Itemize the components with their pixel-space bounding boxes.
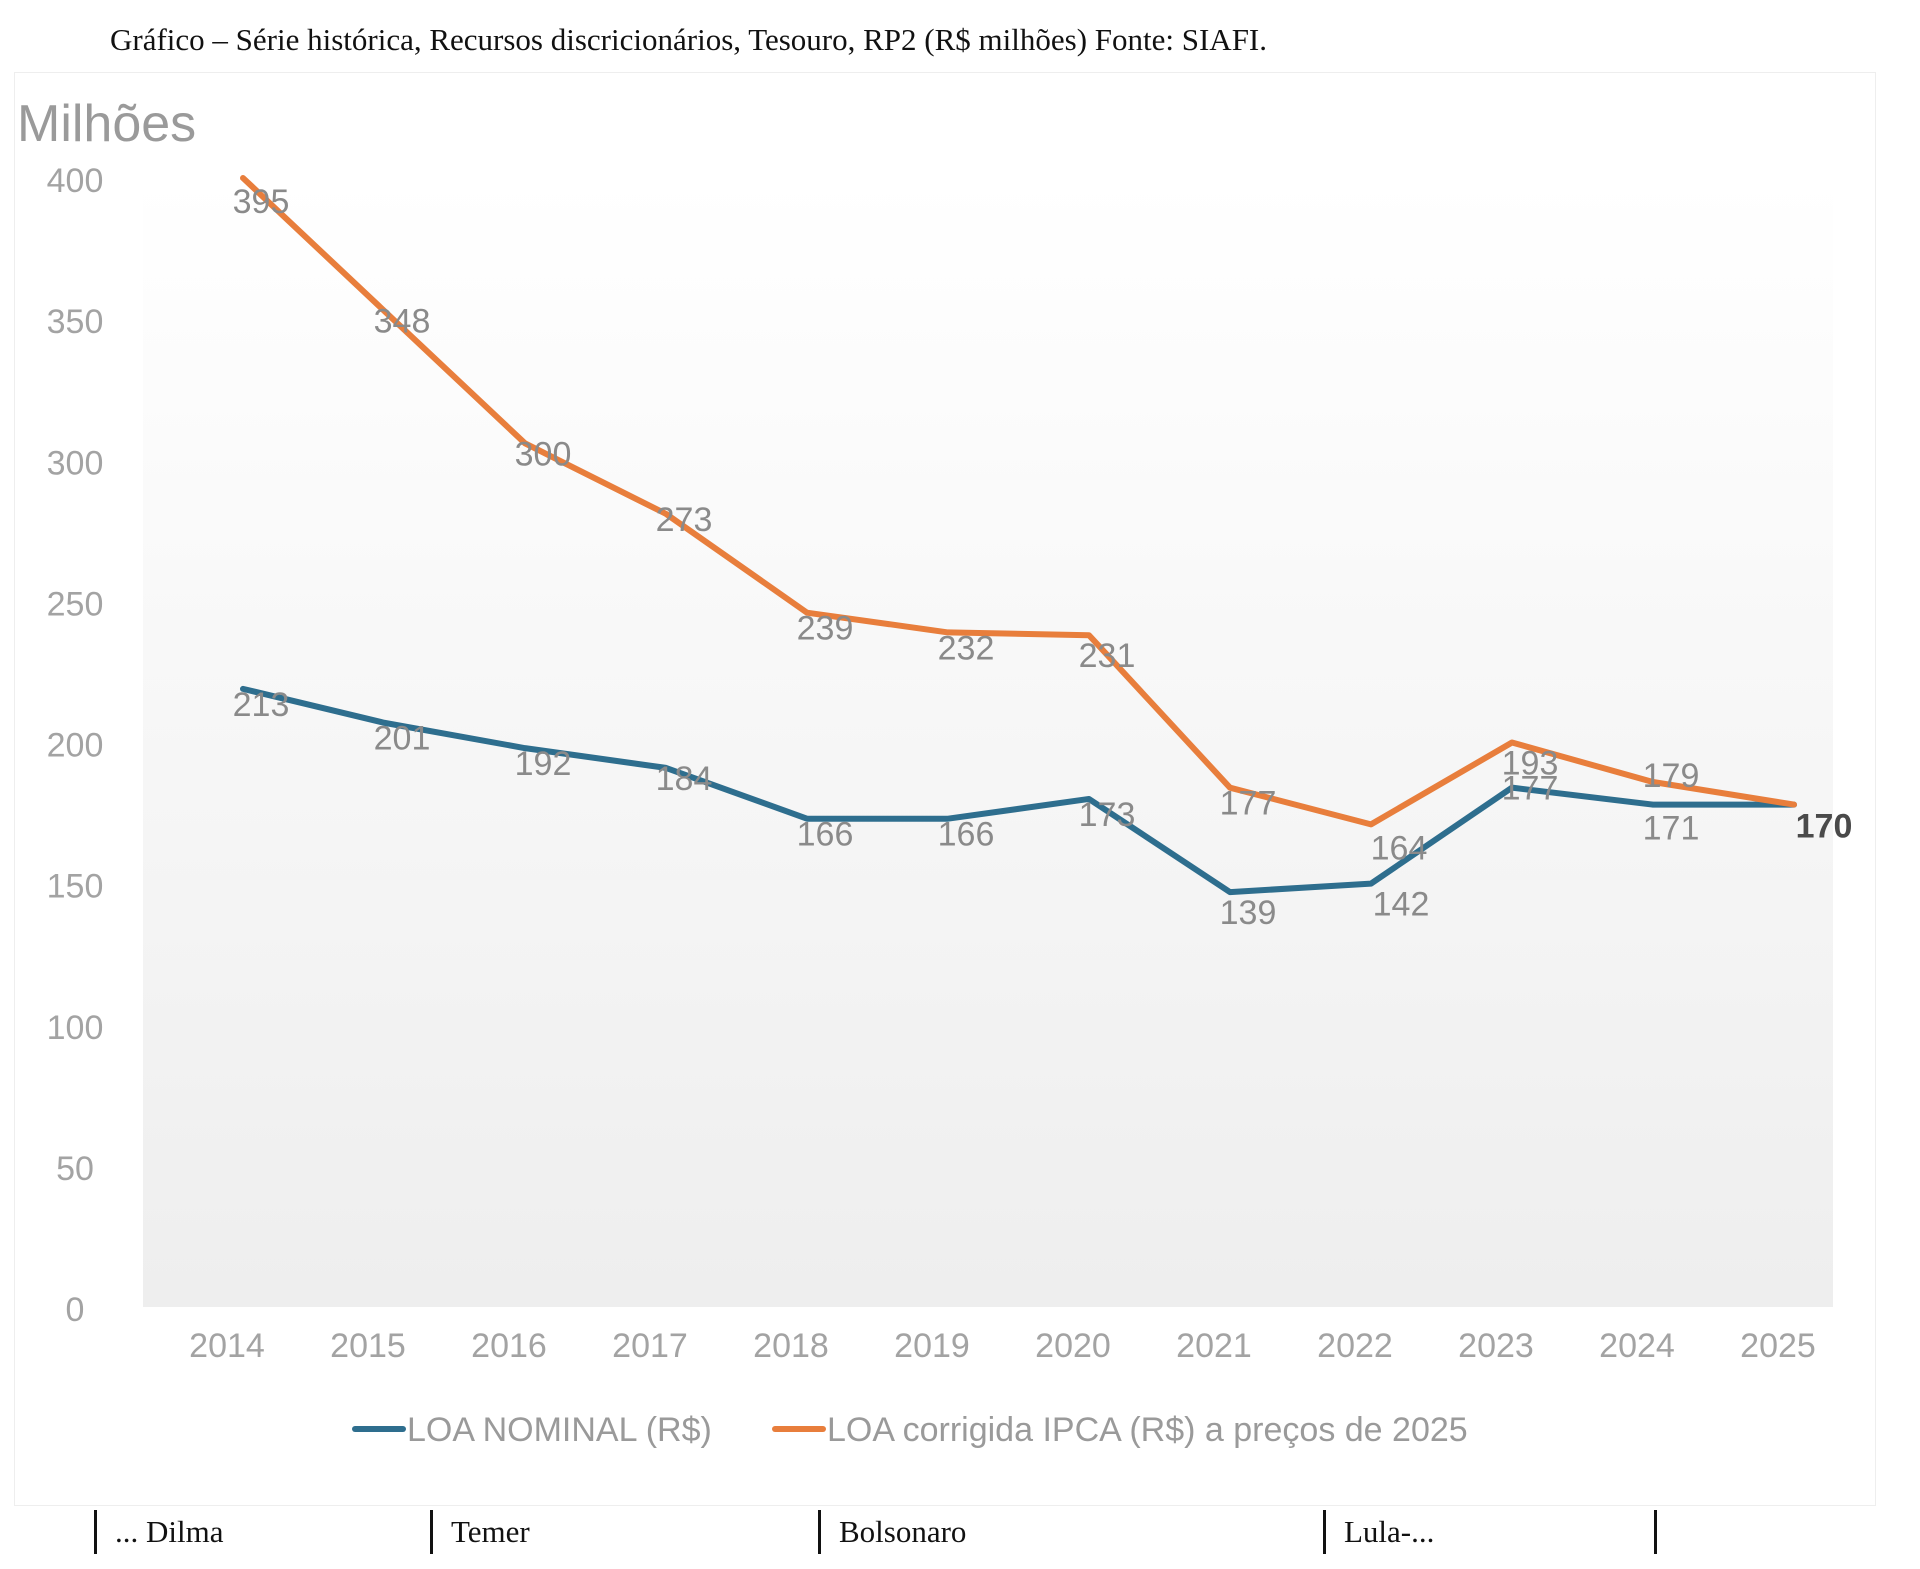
period-label: Temer bbox=[451, 1514, 530, 1549]
data-label: 300 bbox=[515, 435, 572, 473]
period-bolsonaro: Bolsonaro bbox=[818, 1510, 966, 1554]
y-tick-label: 100 bbox=[47, 1009, 104, 1047]
data-label: 232 bbox=[938, 629, 995, 667]
data-label: 139 bbox=[1220, 894, 1277, 932]
plot-background bbox=[143, 178, 1833, 1307]
data-label: 164 bbox=[1371, 829, 1428, 867]
legend-label: LOA NOMINAL (R$) bbox=[407, 1411, 712, 1449]
data-label: 170 bbox=[1796, 808, 1853, 846]
x-tick-label: 2024 bbox=[1599, 1327, 1675, 1365]
x-tick-label: 2022 bbox=[1317, 1327, 1393, 1365]
data-label: 173 bbox=[1079, 796, 1136, 834]
period-divider bbox=[430, 1510, 433, 1554]
period-end-divider bbox=[1654, 1510, 1657, 1554]
data-label: 193 bbox=[1502, 745, 1559, 783]
data-label: 231 bbox=[1079, 637, 1136, 675]
y-tick-label: 200 bbox=[47, 727, 104, 765]
period-label: Lula-... bbox=[1344, 1514, 1435, 1549]
data-label: 179 bbox=[1643, 757, 1700, 795]
y-tick-label: 400 bbox=[47, 162, 104, 200]
period-temer: Temer bbox=[430, 1510, 530, 1554]
period-dilma: ... Dilma bbox=[94, 1510, 224, 1554]
y-axis-label: Milhões bbox=[17, 95, 196, 153]
data-label: 395 bbox=[233, 183, 290, 221]
data-label: 201 bbox=[374, 720, 431, 758]
data-label: 177 bbox=[1220, 785, 1277, 823]
x-tick-label: 2025 bbox=[1740, 1327, 1816, 1365]
y-tick-label: 150 bbox=[47, 868, 104, 906]
period-lula: Lula-... bbox=[1323, 1510, 1434, 1554]
legend-label: LOA corrigida IPCA (R$) a preços de 2025 bbox=[827, 1411, 1468, 1449]
data-label: 213 bbox=[233, 686, 290, 724]
series-line-2 bbox=[240, 175, 1797, 828]
data-label: 166 bbox=[797, 816, 854, 854]
x-tick-label: 2015 bbox=[330, 1327, 406, 1365]
series-line-1 bbox=[240, 685, 1797, 896]
x-tick-label: 2023 bbox=[1458, 1327, 1534, 1365]
period-label: Bolsonaro bbox=[839, 1514, 967, 1549]
data-label: 273 bbox=[656, 501, 713, 539]
period-divider bbox=[1323, 1510, 1326, 1554]
data-label: 166 bbox=[938, 816, 995, 854]
x-tick-label: 2014 bbox=[189, 1327, 265, 1365]
chart-frame: Milhões 0 50 100 150 200 250 300 350 400 2014 2015 2… bbox=[14, 72, 1876, 1506]
data-label: 184 bbox=[656, 760, 713, 798]
government-periods: ... Dilma Temer Bolsonaro Lula-... bbox=[0, 1510, 1920, 1560]
data-label: 171 bbox=[1643, 810, 1700, 848]
y-tick-label: 300 bbox=[47, 444, 104, 482]
data-label: 348 bbox=[374, 303, 431, 341]
x-tick-label: 2019 bbox=[894, 1327, 970, 1365]
x-tick-label: 2017 bbox=[612, 1327, 688, 1365]
x-tick-label: 2021 bbox=[1176, 1327, 1252, 1365]
data-label: 177 bbox=[1502, 770, 1559, 808]
line-chart: Milhões 0 50 100 150 200 250 300 350 400 2014 2015 2… bbox=[17, 95, 1853, 1449]
period-divider bbox=[818, 1510, 821, 1554]
y-tick-label: 0 bbox=[66, 1291, 85, 1329]
x-tick-label: 2016 bbox=[471, 1327, 547, 1365]
data-label: 142 bbox=[1373, 886, 1430, 924]
y-tick-label: 250 bbox=[47, 585, 104, 623]
chart-caption: Gráfico – Série histórica, Recursos disc… bbox=[110, 22, 1268, 57]
x-tick-label: 2018 bbox=[753, 1327, 829, 1365]
y-tick-label: 350 bbox=[47, 303, 104, 341]
period-label: ... Dilma bbox=[115, 1514, 224, 1549]
period-divider bbox=[94, 1510, 97, 1554]
data-label: 239 bbox=[797, 610, 854, 648]
y-tick-label: 50 bbox=[56, 1150, 94, 1188]
data-label: 192 bbox=[515, 745, 572, 783]
x-tick-label: 2020 bbox=[1035, 1327, 1111, 1365]
